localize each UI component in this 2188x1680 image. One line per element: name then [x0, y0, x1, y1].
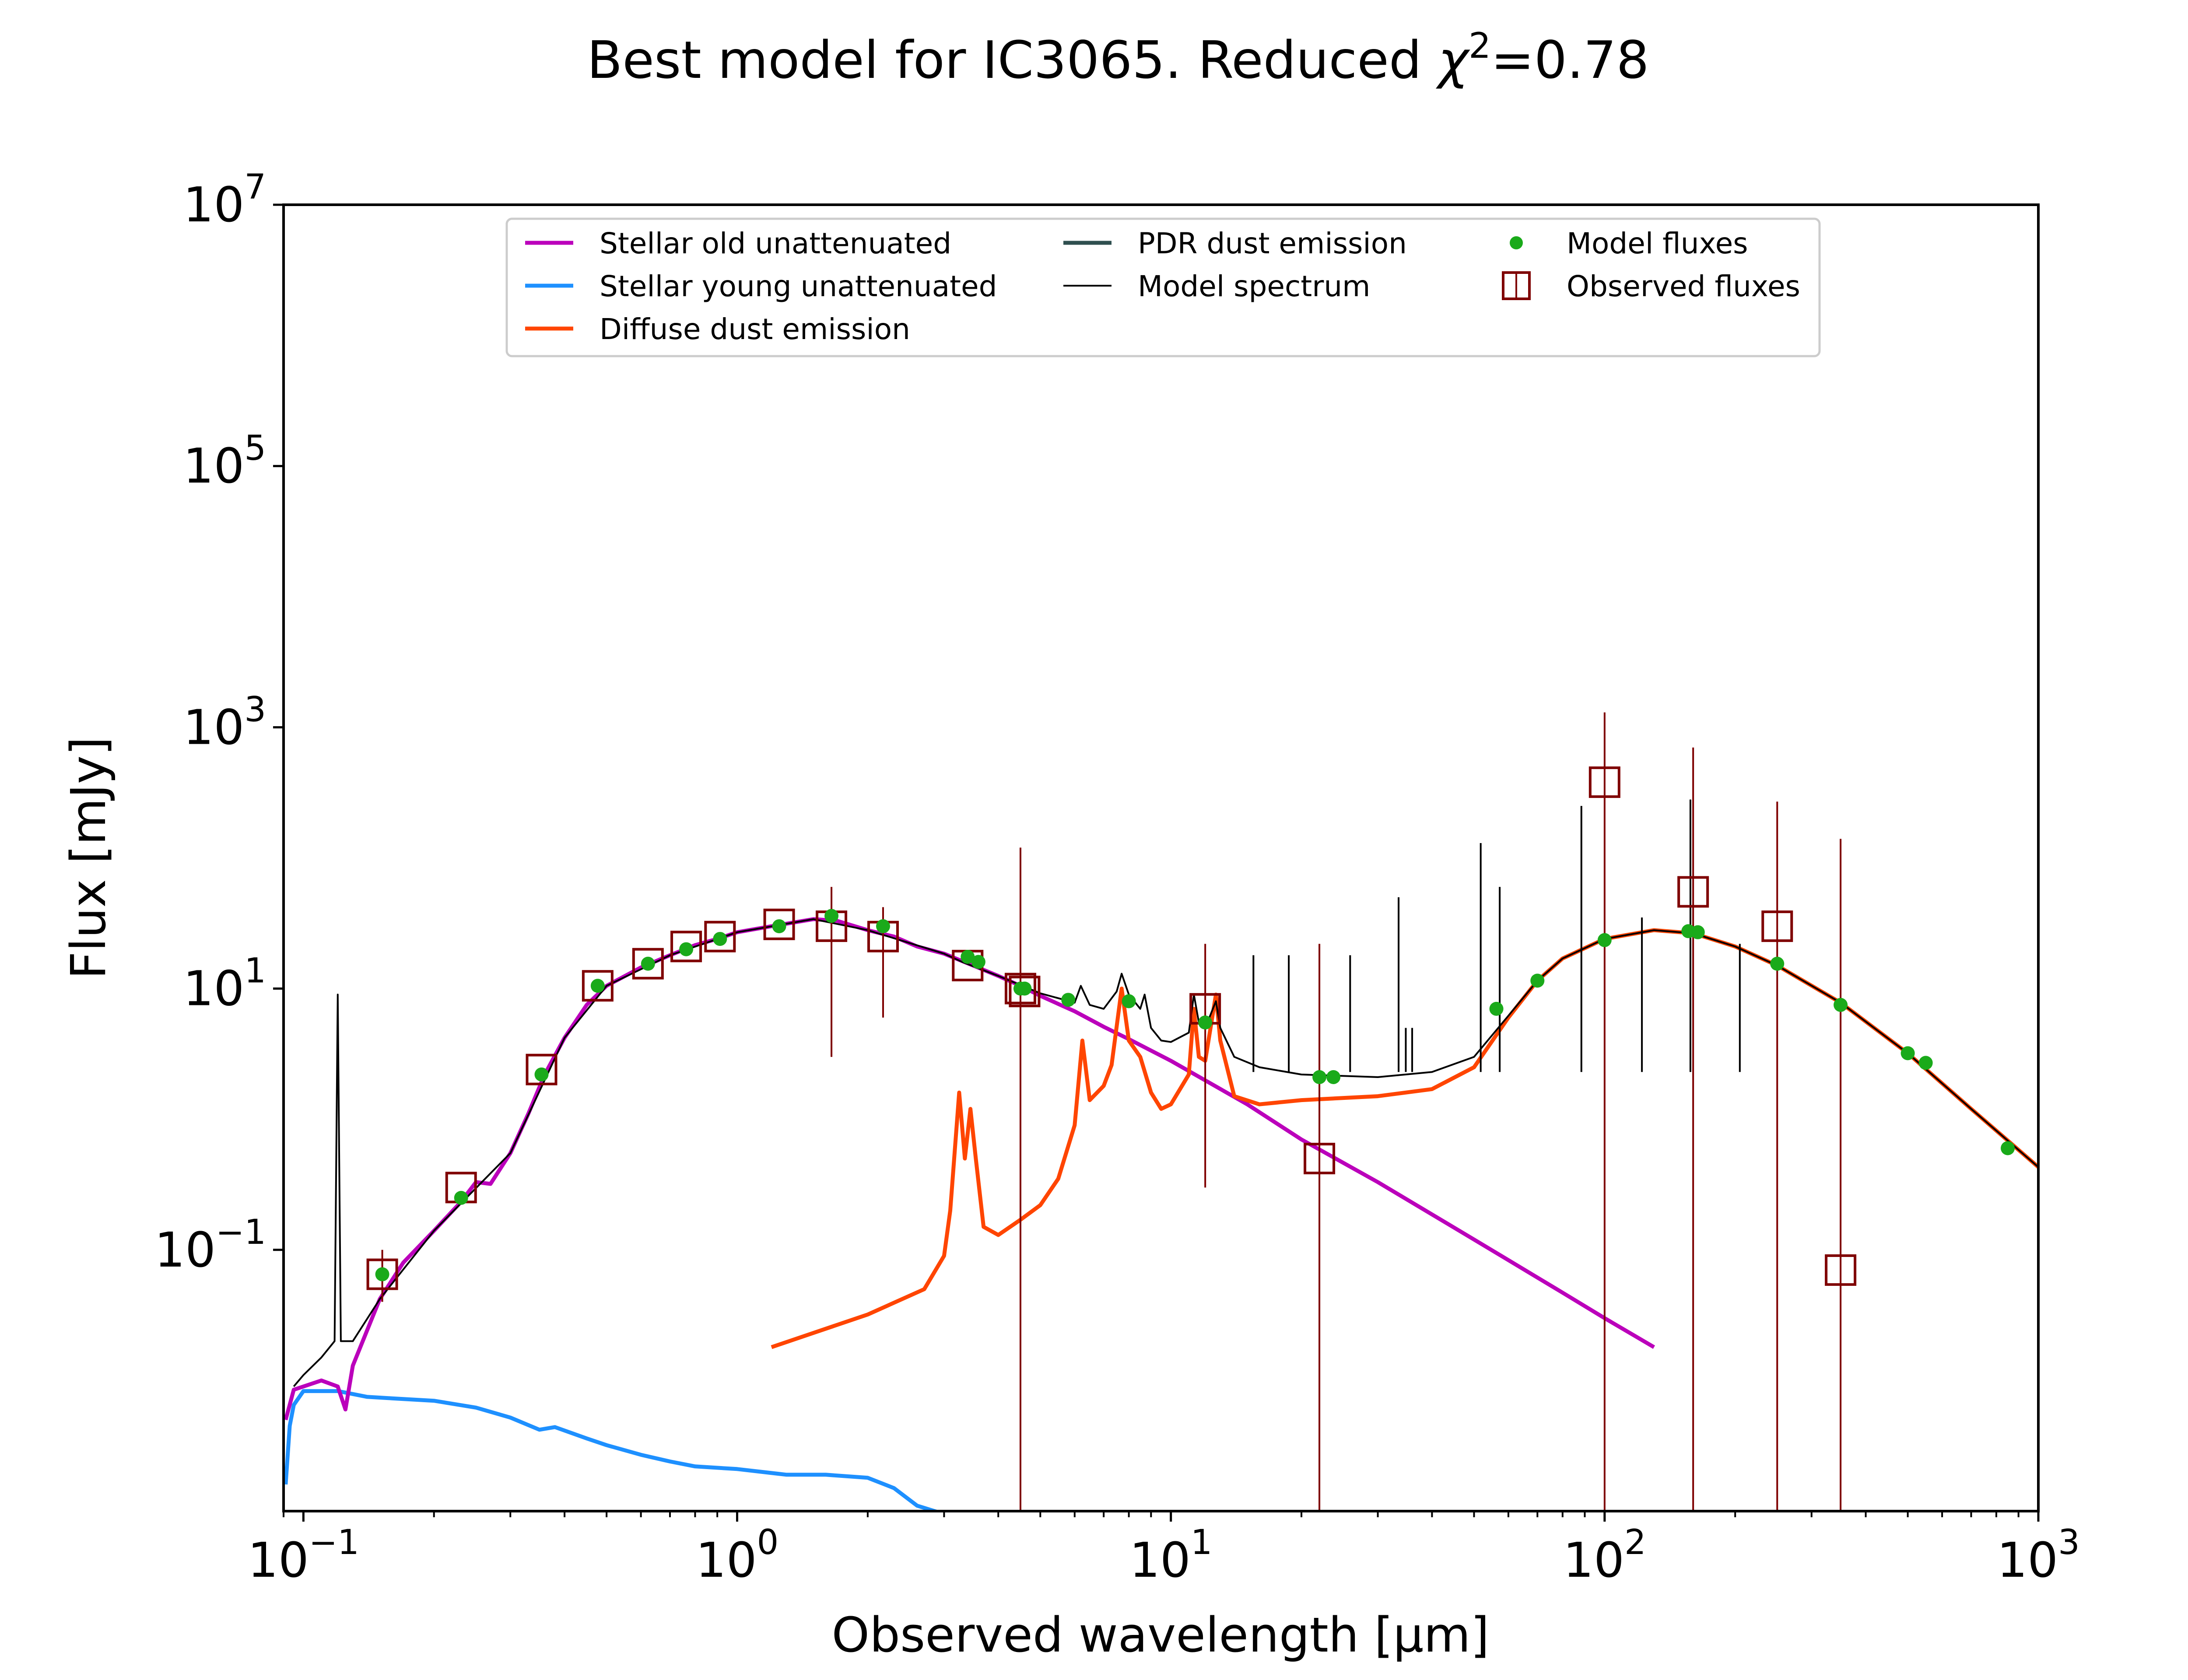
model-flux-point — [375, 1267, 389, 1281]
observed-flux-point — [582, 970, 614, 1002]
data-layer — [284, 712, 2038, 1511]
x-tick-exp: 1 — [1191, 1523, 1213, 1562]
model-flux-point — [1918, 1056, 1933, 1070]
x-tick-base: 10 — [1997, 1532, 2058, 1588]
model-flux-point — [1770, 956, 1785, 971]
chart-title-sup: 2 — [1469, 25, 1491, 66]
y-tick-label: 107 — [183, 168, 266, 233]
chart-title-main: Best model for IC3065. Reduced — [587, 30, 1438, 90]
model-flux-point — [1597, 933, 1612, 947]
x-tick-label: 10−1 — [248, 1523, 359, 1588]
model-flux-point — [1690, 925, 1705, 939]
model-flux-point — [1326, 1070, 1341, 1084]
y-tick-label: 10−1 — [154, 1213, 266, 1278]
x-tick-exp: 0 — [757, 1523, 779, 1562]
model-flux-point — [534, 1067, 549, 1082]
observed-flux-point — [704, 920, 736, 952]
observed-flux-point — [1588, 766, 1620, 798]
model-flux-point — [1017, 981, 1032, 996]
model-flux-point — [971, 955, 985, 969]
y-axis-label: Flux [mJy] — [60, 737, 116, 979]
x-tick-base: 10 — [1563, 1532, 1624, 1588]
x-tick-exp: −1 — [309, 1523, 359, 1562]
observed-flux-point — [670, 931, 702, 962]
x-tick-base: 10 — [696, 1532, 757, 1588]
series-line-stellar-young-unattenuated — [284, 1389, 941, 1511]
y-tick-base: 10 — [183, 961, 244, 1017]
model-flux-point — [1061, 993, 1076, 1007]
model-flux-point — [713, 932, 727, 946]
observed-flux-point — [366, 1258, 398, 1290]
model-flux-point — [2001, 1141, 2015, 1155]
plot-frame — [282, 203, 2040, 1512]
x-tick-base: 10 — [248, 1532, 309, 1588]
observed-flux-point — [1825, 1254, 1857, 1286]
model-flux-point — [1489, 1001, 1504, 1016]
observed-flux-point — [1009, 976, 1041, 1008]
model-flux-point — [1312, 1070, 1327, 1084]
model-flux-point — [679, 942, 694, 956]
x-tick-base: 10 — [1129, 1532, 1191, 1588]
y-tick-label: 105 — [183, 429, 266, 494]
model-flux-point — [1834, 998, 1848, 1012]
y-tick-base: 10 — [183, 699, 244, 755]
model-flux-point — [772, 919, 786, 934]
y-tick-exp: 5 — [244, 429, 266, 468]
legend-label: PDR dust emission — [1138, 227, 1407, 260]
series-line-model-spectrum — [293, 918, 2038, 1387]
legend-label: Observed fluxes — [1567, 270, 1800, 303]
model-flux-point — [1122, 994, 1136, 1008]
model-flux-point — [824, 909, 839, 923]
legend-label: Diffuse dust emission — [600, 312, 910, 346]
x-tick-label: 102 — [1563, 1523, 1646, 1588]
y-tick-exp: 7 — [244, 168, 266, 207]
y-tick-label: 101 — [183, 952, 266, 1017]
model-flux-point — [641, 956, 655, 971]
legend: Stellar old unattenuated Stellar young un… — [505, 217, 1821, 357]
observed-flux-point — [632, 948, 664, 980]
model-flux-point — [1198, 1015, 1213, 1030]
y-tick-label: 103 — [183, 690, 266, 755]
observed-flux-point — [1677, 876, 1709, 908]
observed-flux-point — [1761, 910, 1793, 942]
model-flux-point — [454, 1190, 468, 1205]
x-tick-exp: 3 — [2058, 1523, 2080, 1562]
model-flux-point — [1530, 973, 1545, 988]
chart-title-chi: χ — [1435, 30, 1470, 90]
chart-title: Best model for IC3065. Reduced χ2=0.78 — [587, 25, 1649, 90]
x-axis-label: Observed wavelength [μm] — [832, 1607, 1490, 1663]
legend-label: Model spectrum — [1138, 270, 1370, 303]
x-tick-exp: 2 — [1624, 1523, 1646, 1562]
y-tick-exp: −1 — [216, 1213, 266, 1252]
y-tick-base: 10 — [183, 438, 244, 494]
observed-flux-point — [763, 908, 795, 940]
observed-flux-point — [1004, 973, 1036, 1004]
observed-flux-point — [526, 1054, 558, 1085]
legend-box — [505, 217, 1821, 357]
observed-flux-point — [1304, 1143, 1336, 1175]
model-flux-point — [876, 919, 891, 934]
legend-swatch-dot — [1510, 236, 1523, 249]
y-tick-base: 10 — [154, 1222, 216, 1278]
y-tick-exp: 3 — [244, 690, 266, 729]
y-tick-exp: 1 — [244, 952, 266, 991]
model-flux-point — [961, 950, 975, 964]
legend-label: Model fluxes — [1567, 227, 1748, 260]
x-tick-label: 103 — [1997, 1523, 2080, 1588]
model-flux-point — [590, 979, 605, 993]
y-tick-base: 10 — [183, 177, 244, 233]
model-flux-point — [1900, 1046, 1915, 1060]
chart-title-tail: =0.78 — [1491, 30, 1649, 90]
x-tick-label: 100 — [696, 1523, 779, 1588]
legend-label: Stellar old unattenuated — [600, 227, 951, 260]
legend-label: Stellar young unattenuated — [600, 270, 997, 303]
x-tick-label: 101 — [1129, 1523, 1213, 1588]
